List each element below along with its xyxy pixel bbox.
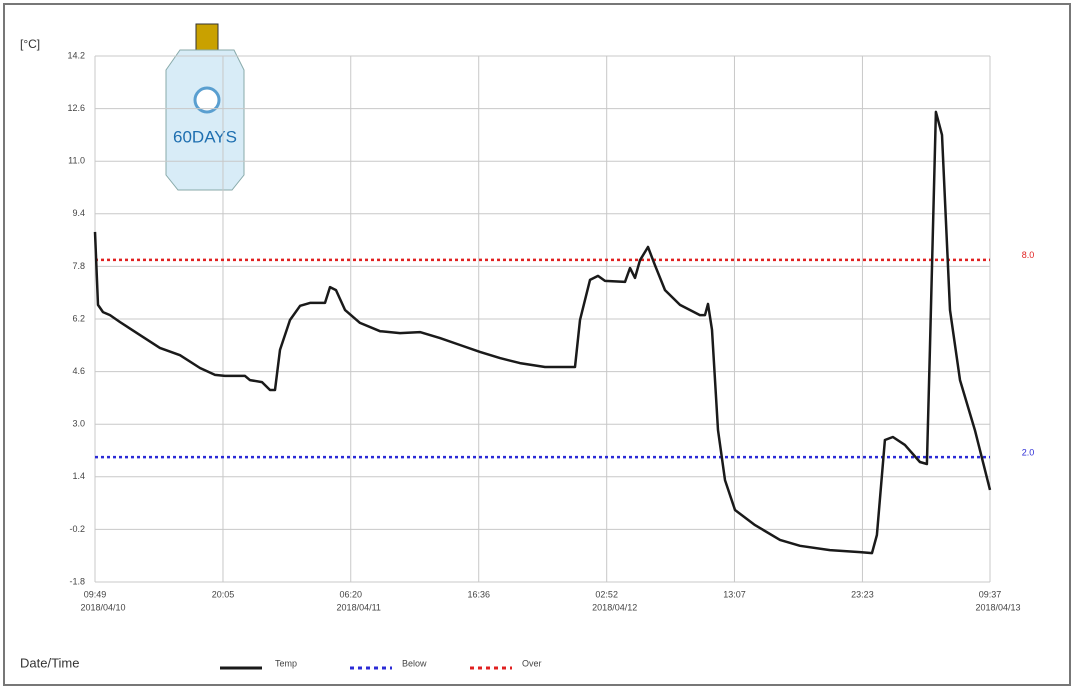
legend-label: Below [402,658,427,668]
x-date-label: 2018/04/11 [337,602,381,612]
x-tick-label: 23:23 [851,589,874,599]
x-tick-label: 09:37 [979,589,1002,599]
y-tick-label: -1.8 [69,576,85,586]
usb-plug [195,23,219,51]
threshold-label: 8.0 [1022,250,1035,260]
x-axis-label: Date/Time [20,655,79,670]
threshold-label: 2.0 [1022,447,1035,457]
y-tick-label: 11.0 [68,156,85,166]
device-image: 60DAYS [165,23,245,191]
device-button [193,86,221,114]
y-tick-label: 12.6 [67,103,85,113]
device-body [165,49,245,191]
x-tick-label: 02:52 [595,589,618,599]
temp-line [93,110,992,555]
x-tick-label: 06:20 [339,589,362,599]
x-date-label: 2018/04/10 [80,602,125,612]
y-tick-label: 6.2 [72,313,85,323]
x-tick-label: 13:07 [723,589,746,599]
y-tick-label: 3.0 [72,419,85,429]
x-date-label: 2018/04/12 [592,602,637,612]
y-unit-label: [°C] [20,37,40,51]
y-tick-label: 1.4 [72,471,85,481]
y-tick-label: -0.2 [69,524,85,534]
y-tick-label: 7.8 [72,261,85,271]
y-tick-label: 9.4 [72,208,85,218]
y-tick-label: 4.6 [72,366,85,376]
x-tick-label: 20:05 [212,589,235,599]
y-tick-label: 14.2 [67,50,85,60]
legend-label: Over [522,658,542,668]
legend-label: Temp [275,658,297,668]
frame [3,3,1071,686]
x-date-label: 2018/04/13 [975,602,1020,612]
x-tick-label: 09:49 [84,589,107,599]
legend: Temp Below Over [220,658,542,670]
device-label: 60DAYS [173,127,237,146]
x-tick-label: 16:36 [467,589,490,599]
